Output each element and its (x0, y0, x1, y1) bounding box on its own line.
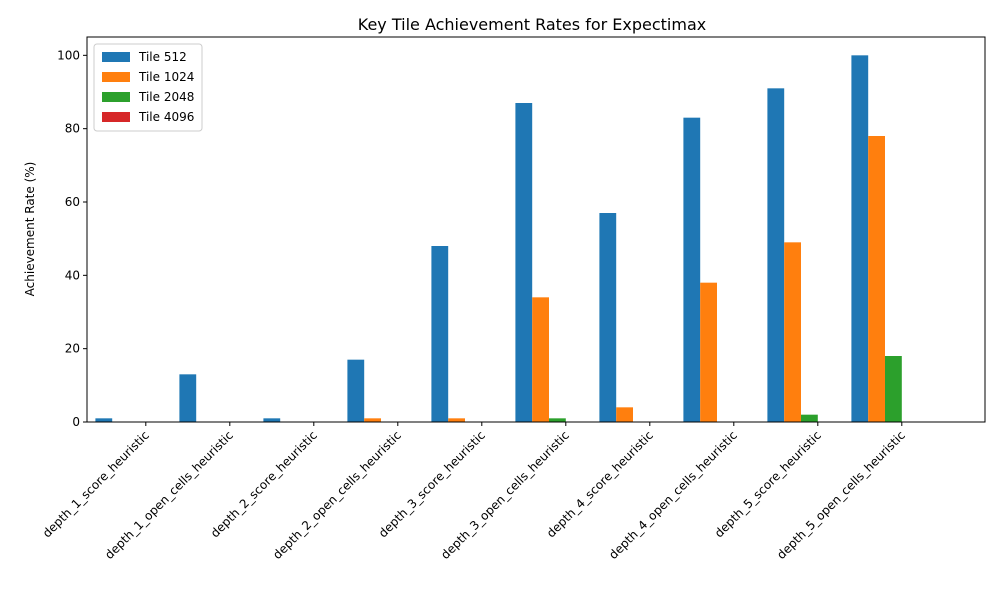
bars-group (95, 55, 902, 423)
legend-swatch (102, 92, 130, 102)
bar-tile-1024-7 (616, 407, 633, 422)
y-tick-label: 20 (65, 342, 80, 356)
bar-tile-1024-10 (868, 136, 885, 422)
bar-tile-512-7 (599, 213, 617, 422)
y-tick-label: 80 (65, 122, 80, 136)
bar-tile-512-1 (95, 418, 113, 422)
legend-label: Tile 2048 (138, 90, 194, 104)
legend-box (93, 43, 203, 132)
bar-tile-512-2 (179, 374, 197, 422)
bar-tile-512-6 (515, 103, 533, 422)
bar-tile-2048-9 (801, 414, 818, 422)
bar-tile-512-5 (431, 246, 449, 422)
bar-tile-512-9 (767, 88, 785, 422)
bar-tile-1024-6 (532, 297, 549, 422)
y-tick-label: 0 (72, 415, 80, 429)
bar-tile-2048-6 (549, 418, 566, 422)
bar-tile-1024-4 (364, 418, 381, 422)
y-tick-label: 100 (57, 48, 80, 62)
bar-tile-1024-8 (700, 282, 717, 422)
bar-tile-1024-9 (784, 242, 801, 422)
y-tick-label: 60 (65, 195, 80, 209)
y-axis: 0 20 40 60 80 100 (57, 48, 87, 429)
y-tick-label: 40 (65, 268, 80, 282)
plot-frame (86, 36, 986, 423)
legend-label: Tile 1024 (138, 70, 194, 84)
bar-tile-512-3 (263, 418, 281, 422)
y-axis-title: Achievement Rate (%) (23, 162, 37, 297)
legend-swatch (102, 112, 130, 122)
bar-tile-1024-5 (448, 418, 465, 422)
legend-swatch (102, 52, 130, 62)
bar-tile-512-8 (683, 117, 701, 423)
legend-label: Tile 512 (138, 50, 187, 64)
legend-label: Tile 4096 (138, 110, 194, 124)
chart-title: Key Tile Achievement Rates for Expectima… (358, 15, 706, 34)
legend: Tile 512 Tile 1024 Tile 2048 Tile 4096 (93, 43, 203, 132)
bar-tile-2048-10 (885, 356, 902, 422)
legend-swatch (102, 72, 130, 82)
bar-tile-512-10 (851, 55, 869, 422)
bar-tile-512-4 (347, 359, 365, 422)
